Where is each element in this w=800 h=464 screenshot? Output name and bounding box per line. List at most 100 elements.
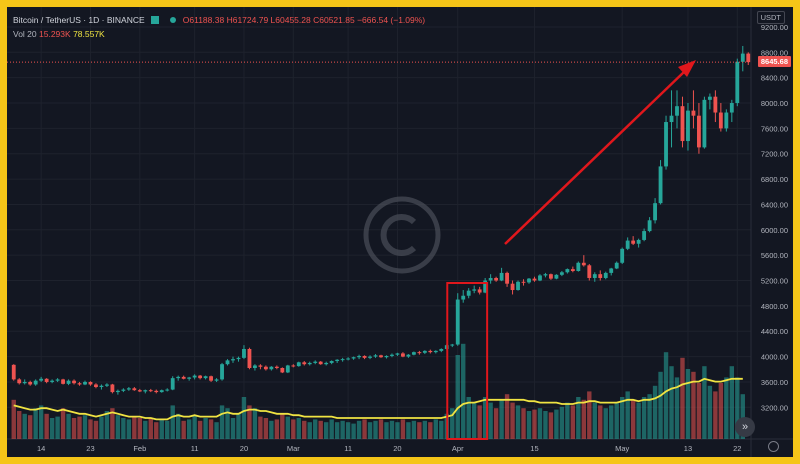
volume-ma-line bbox=[13, 377, 743, 421]
volume-bar bbox=[647, 394, 652, 439]
price-tick-label: 3600.00 bbox=[761, 378, 788, 387]
candle-body bbox=[28, 381, 33, 385]
volume-bar bbox=[488, 402, 493, 439]
candle-body bbox=[22, 381, 27, 384]
volume-bar bbox=[499, 399, 504, 439]
candle-body bbox=[39, 378, 44, 381]
volume-bar bbox=[735, 377, 740, 439]
candle-body bbox=[433, 350, 438, 353]
volume-bar bbox=[291, 419, 296, 439]
volume-bar bbox=[587, 391, 592, 439]
volume-bar bbox=[428, 422, 433, 439]
volume-bar bbox=[554, 409, 559, 439]
candle-body bbox=[483, 280, 488, 293]
candle-body bbox=[669, 115, 674, 123]
watermark-c bbox=[380, 214, 417, 256]
price-tick-label: 6800.00 bbox=[761, 175, 788, 184]
volume-bar bbox=[389, 420, 395, 439]
ohlc-open: O61188.38 bbox=[182, 15, 225, 25]
candle-body bbox=[631, 240, 636, 244]
volume-bar bbox=[532, 409, 537, 439]
candle-body bbox=[99, 385, 104, 388]
volume-bar bbox=[356, 420, 362, 439]
time-tick-label: 20 bbox=[240, 444, 248, 453]
candle-body bbox=[357, 355, 361, 358]
volume-bar bbox=[439, 420, 444, 439]
volume-bar bbox=[302, 420, 307, 439]
candle-body bbox=[428, 350, 433, 353]
candle-body bbox=[11, 364, 16, 380]
price-tick-label: 5600.00 bbox=[761, 251, 788, 260]
volume-bar bbox=[570, 405, 576, 439]
candle-body bbox=[236, 357, 241, 360]
ohlc-close: C60521.85 bbox=[313, 15, 355, 25]
volume-bar bbox=[241, 397, 247, 439]
volume-bar bbox=[44, 413, 49, 439]
volume-bar bbox=[132, 416, 137, 439]
candle-body bbox=[302, 362, 307, 365]
scroll-right-button[interactable]: » bbox=[735, 417, 755, 437]
volume-bar bbox=[526, 411, 532, 439]
ohlc-high: H61724.79 bbox=[226, 15, 269, 25]
candle-body bbox=[231, 359, 235, 361]
ohlc-low: L60455.28 bbox=[270, 15, 311, 25]
volume-bar bbox=[148, 418, 153, 439]
candle-body bbox=[132, 388, 137, 391]
price-tick-label: 8800.00 bbox=[761, 48, 788, 57]
volume-bar bbox=[543, 411, 548, 439]
price-tick-label: 4800.00 bbox=[761, 302, 788, 311]
volume-bar bbox=[581, 399, 587, 439]
candle-body bbox=[351, 357, 356, 359]
volume-bar bbox=[49, 418, 55, 439]
volume-bar bbox=[323, 422, 329, 439]
price-tick-label: 8000.00 bbox=[761, 99, 788, 108]
volume-bar bbox=[636, 402, 641, 439]
volume-bar bbox=[422, 420, 428, 439]
volume-bar bbox=[592, 402, 597, 439]
volume-bar bbox=[22, 413, 27, 439]
candle-body bbox=[165, 389, 170, 391]
candle-body bbox=[379, 355, 383, 358]
candle-body bbox=[472, 289, 477, 291]
candle-body bbox=[505, 272, 509, 284]
candle-body bbox=[33, 380, 38, 385]
volume-bar bbox=[214, 422, 219, 439]
price-tick-label: 9200.00 bbox=[761, 23, 788, 32]
chart-area[interactable]: 9200.00 8800.00 8400.00 8000.00 7600.00 7200.… bbox=[7, 7, 793, 457]
highlight-box bbox=[446, 282, 489, 440]
volume-bar bbox=[384, 422, 389, 439]
candle-body bbox=[494, 277, 499, 281]
candle-body bbox=[88, 381, 93, 385]
time-tick-label: May bbox=[615, 444, 629, 453]
volume-bar bbox=[11, 399, 16, 439]
candle-body bbox=[395, 353, 400, 355]
trend-arrow-line bbox=[504, 70, 686, 245]
candle-body bbox=[461, 295, 466, 300]
candle-body bbox=[647, 220, 652, 232]
volume-bar bbox=[471, 402, 477, 439]
volume-value: 15.293K bbox=[39, 29, 71, 39]
gear-icon[interactable] bbox=[768, 441, 779, 452]
market-status-icon bbox=[170, 17, 177, 23]
candle-body bbox=[543, 274, 548, 276]
volume-bar bbox=[718, 383, 724, 439]
volume-bar bbox=[252, 408, 258, 439]
volume-bar bbox=[367, 422, 373, 439]
candle-body bbox=[559, 272, 564, 275]
currency-badge[interactable]: USDT bbox=[756, 11, 785, 24]
volume-bar bbox=[121, 418, 126, 439]
candle-body bbox=[746, 53, 751, 63]
candle-body bbox=[603, 272, 608, 278]
flag-icon[interactable] bbox=[151, 16, 160, 24]
symbol-title[interactable]: Bitcoin / TetherUS · 1D · BINANCE bbox=[13, 15, 145, 25]
candle-body bbox=[549, 274, 553, 279]
candle-body bbox=[653, 203, 657, 221]
candle-body bbox=[401, 353, 405, 357]
volume-label[interactable]: Vol 20 bbox=[13, 29, 37, 39]
time-tick-label: 11 bbox=[191, 444, 199, 453]
volume-bar bbox=[225, 408, 230, 439]
candle-body bbox=[406, 354, 411, 357]
candle-body bbox=[225, 360, 230, 365]
candlestick-chart[interactable]: 9200.00 8800.00 8400.00 8000.00 7600.00 7200.… bbox=[7, 7, 793, 457]
volume-bar bbox=[482, 397, 488, 439]
